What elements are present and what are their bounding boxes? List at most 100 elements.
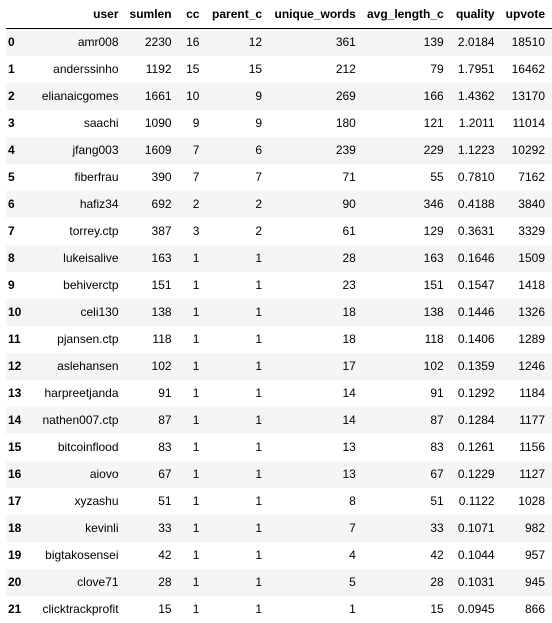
cell-parent-c: 6 <box>206 137 269 164</box>
cell-unique-words: 1 <box>269 596 363 623</box>
cell-avg-length-c: 33 <box>363 515 451 542</box>
cell-avg-length-c: 28 <box>363 569 451 596</box>
cell-quality: 0.1044 <box>451 542 502 569</box>
cell-avg-length-c: 102 <box>363 353 451 380</box>
cell-sumlen: 151 <box>126 272 179 299</box>
row-index: 15 <box>6 434 38 461</box>
cell-upvote: 1177 <box>502 407 552 434</box>
row-index: 5 <box>6 164 38 191</box>
cell-quality: 2.0184 <box>451 29 502 57</box>
cell-upvote: 16462 <box>502 56 552 83</box>
cell-upvote: 7162 <box>502 164 552 191</box>
cell-user: torrey.ctp <box>38 218 126 245</box>
cell-cc: 1 <box>179 353 207 380</box>
cell-parent-c: 1 <box>206 596 269 623</box>
cell-sumlen: 83 <box>126 434 179 461</box>
cell-quality: 0.1284 <box>451 407 502 434</box>
cell-cc: 1 <box>179 407 207 434</box>
cell-parent-c: 12 <box>206 29 269 57</box>
cell-unique-words: 90 <box>269 191 363 218</box>
cell-cc: 1 <box>179 245 207 272</box>
cell-sumlen: 1661 <box>126 83 179 110</box>
cell-upvote: 1418 <box>502 272 552 299</box>
cell-avg-length-c: 121 <box>363 110 451 137</box>
cell-cc: 1 <box>179 299 207 326</box>
cell-avg-length-c: 42 <box>363 542 451 569</box>
cell-quality: 0.1646 <box>451 245 502 272</box>
cell-quality: 0.1292 <box>451 380 502 407</box>
cell-cc: 1 <box>179 596 207 623</box>
cell-cc: 1 <box>179 542 207 569</box>
cell-parent-c: 1 <box>206 461 269 488</box>
cell-avg-length-c: 55 <box>363 164 451 191</box>
cell-unique-words: 17 <box>269 353 363 380</box>
row-index: 18 <box>6 515 38 542</box>
cell-avg-length-c: 87 <box>363 407 451 434</box>
cell-sumlen: 1090 <box>126 110 179 137</box>
cell-unique-words: 28 <box>269 245 363 272</box>
row-index: 3 <box>6 110 38 137</box>
column-header-avg-length-c: avg_length_c <box>363 1 451 29</box>
cell-upvote: 1246 <box>502 353 552 380</box>
cell-unique-words: 13 <box>269 434 363 461</box>
cell-cc: 15 <box>179 56 207 83</box>
cell-parent-c: 1 <box>206 299 269 326</box>
cell-unique-words: 13 <box>269 461 363 488</box>
cell-quality: 0.3631 <box>451 218 502 245</box>
column-header-unique-words: unique_words <box>269 1 363 29</box>
cell-user: clove71 <box>38 569 126 596</box>
cell-parent-c: 9 <box>206 110 269 137</box>
cell-unique-words: 23 <box>269 272 363 299</box>
cell-parent-c: 1 <box>206 515 269 542</box>
cell-sumlen: 51 <box>126 488 179 515</box>
cell-parent-c: 1 <box>206 245 269 272</box>
cell-sumlen: 1192 <box>126 56 179 83</box>
cell-sumlen: 390 <box>126 164 179 191</box>
cell-parent-c: 9 <box>206 83 269 110</box>
cell-unique-words: 8 <box>269 488 363 515</box>
cell-user: nathen007.ctp <box>38 407 126 434</box>
cell-sumlen: 87 <box>126 407 179 434</box>
cell-unique-words: 18 <box>269 326 363 353</box>
row-index: 6 <box>6 191 38 218</box>
cell-upvote: 1028 <box>502 488 552 515</box>
cell-sumlen: 33 <box>126 515 179 542</box>
row-index: 1 <box>6 56 38 83</box>
cell-user: behiverctp <box>38 272 126 299</box>
cell-cc: 1 <box>179 488 207 515</box>
row-index: 16 <box>6 461 38 488</box>
row-index: 7 <box>6 218 38 245</box>
index-header <box>6 1 38 29</box>
cell-quality: 0.1446 <box>451 299 502 326</box>
cell-cc: 10 <box>179 83 207 110</box>
cell-sumlen: 67 <box>126 461 179 488</box>
cell-avg-length-c: 151 <box>363 272 451 299</box>
cell-cc: 7 <box>179 164 207 191</box>
cell-user: saachi <box>38 110 126 137</box>
cell-avg-length-c: 346 <box>363 191 451 218</box>
cell-unique-words: 61 <box>269 218 363 245</box>
cell-quality: 0.7810 <box>451 164 502 191</box>
cell-quality: 0.0945 <box>451 596 502 623</box>
cell-user: pjansen.ctp <box>38 326 126 353</box>
cell-quality: 0.1071 <box>451 515 502 542</box>
row-index: 9 <box>6 272 38 299</box>
cell-sumlen: 118 <box>126 326 179 353</box>
cell-user: lukeisalive <box>38 245 126 272</box>
